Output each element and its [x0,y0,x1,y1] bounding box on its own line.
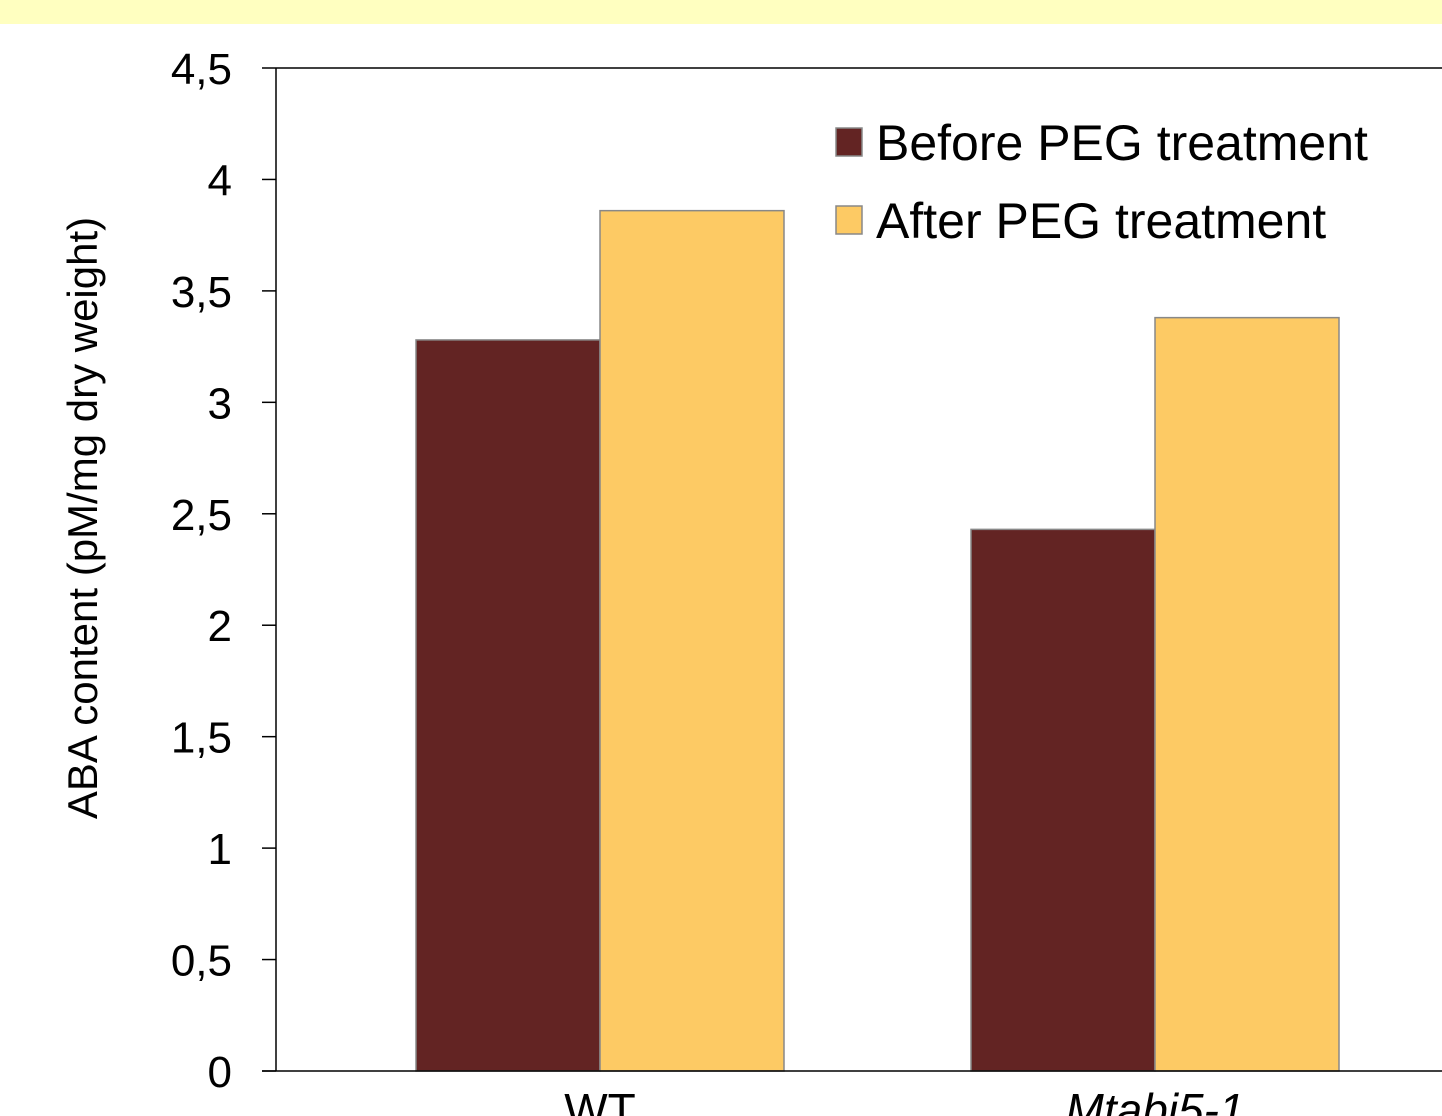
x-axis: WT Mtabi5-1 [262,1070,1442,1116]
bar-before-wt [415,339,601,1072]
x-category-label: Mtabi5-1 [1066,1084,1245,1116]
x-category-label: WT [564,1084,636,1116]
bar-before-mtabi5-1 [970,528,1156,1072]
y-tick-label: 3,5 [171,268,232,317]
legend-swatch [835,205,863,235]
y-tick-label: 2 [208,602,232,651]
top-banner-strip [0,0,1442,24]
y-tick-label: 1,5 [171,714,232,763]
y-tick-label: 2,5 [171,491,232,540]
y-tick-label: 4 [208,156,232,205]
legend: Before PEG treatment After PEG treatment [835,115,1368,249]
y-tick-label: 0 [208,1048,232,1097]
legend-swatch [835,127,863,157]
y-tick-label: 1 [208,825,232,874]
bars-group [415,209,1340,1072]
y-tick-label: 4,5 [171,45,232,94]
y-tick-label: 3 [208,379,232,428]
bar-after-wt [599,209,785,1072]
legend-label: After PEG treatment [876,193,1326,249]
bar-after-mtabi5-1 [1154,316,1340,1072]
legend-label: Before PEG treatment [876,115,1368,171]
y-tick-label: 0,5 [171,937,232,986]
y-axis-title: ABA content (pM/mg dry weight) [59,217,106,819]
y-axis: 0 0,5 1 1,5 2 2,5 3 3,5 4 4,5 [171,45,277,1097]
